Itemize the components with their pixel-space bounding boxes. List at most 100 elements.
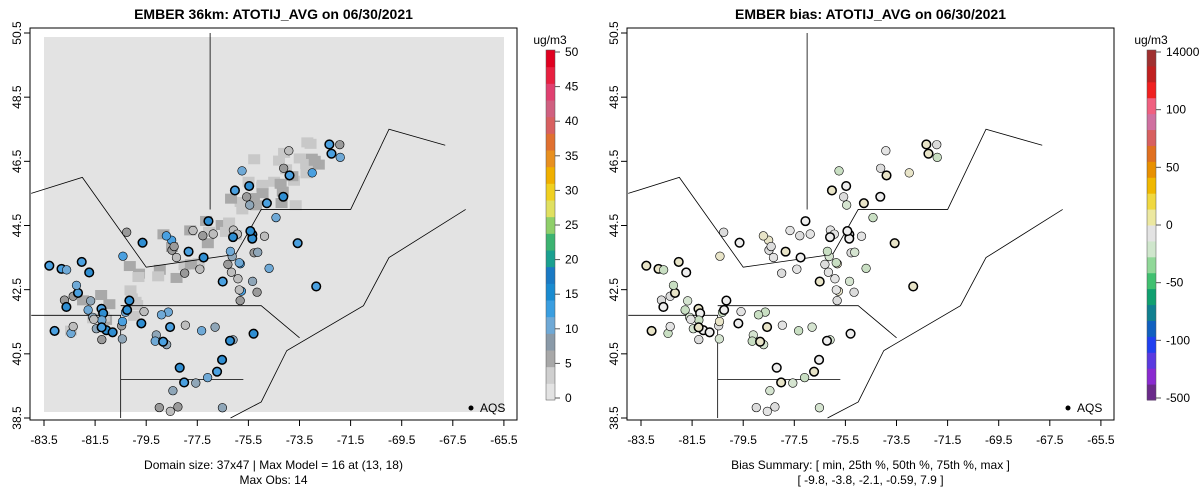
colorbar-tick-label: 35 bbox=[565, 149, 579, 163]
aqs-site-point bbox=[736, 306, 746, 317]
model-grid-cell bbox=[153, 264, 166, 275]
y-tick-label: 42.5 bbox=[10, 278, 24, 302]
model-grid-cell bbox=[276, 186, 289, 197]
x-tick-label: -83.5 bbox=[627, 433, 655, 447]
aqs-site-point bbox=[247, 276, 258, 286]
model-grid-cell bbox=[300, 158, 313, 169]
y-tick-label: 40.5 bbox=[607, 342, 621, 366]
colorbar-swatch bbox=[1147, 81, 1156, 99]
aqs-site-point bbox=[762, 322, 773, 333]
aqs-site-point bbox=[830, 274, 840, 284]
aqs-site-point bbox=[875, 191, 886, 202]
aqs-site-point bbox=[117, 316, 128, 327]
aqs-site-point bbox=[139, 306, 149, 317]
aqs-site-point bbox=[704, 327, 715, 338]
aqs-site-point bbox=[174, 362, 185, 373]
x-tick-label: -73.5 bbox=[883, 433, 911, 447]
aqs-site-point bbox=[841, 180, 852, 192]
aqs-site-point bbox=[226, 267, 237, 277]
aqs-site-point bbox=[118, 251, 128, 261]
boundary-line bbox=[628, 314, 719, 418]
aqs-site-point bbox=[217, 403, 228, 413]
aqs-site-point bbox=[849, 287, 859, 297]
model-grid-cell bbox=[278, 147, 291, 158]
aqs-site-point bbox=[171, 252, 182, 263]
y-tick-label: 48.5 bbox=[10, 85, 24, 109]
aqs-site-point bbox=[921, 139, 932, 150]
aqs-site-point bbox=[751, 402, 761, 413]
aqs-site-point bbox=[165, 406, 175, 416]
aqs-site-point bbox=[212, 366, 223, 377]
aqs-site-point bbox=[785, 225, 795, 236]
aqs-site-point bbox=[861, 263, 871, 273]
aqs-site-point bbox=[252, 287, 262, 297]
aqs-site-point bbox=[234, 258, 244, 268]
colorbar-tick-label: 100 bbox=[1166, 103, 1186, 117]
aqs-site-point bbox=[777, 268, 787, 278]
aqs-site-point bbox=[86, 296, 96, 306]
colorbar-swatch bbox=[546, 66, 555, 84]
aqs-site-point bbox=[771, 362, 782, 373]
aqs-site-point bbox=[824, 232, 836, 243]
aqs-site-point bbox=[834, 166, 844, 176]
aqs-site-point bbox=[673, 256, 684, 267]
aqs-site-point bbox=[107, 327, 118, 338]
aqs-site-point bbox=[62, 265, 72, 275]
model-grid-cell bbox=[103, 299, 116, 310]
colorbar-tick-label: 0 bbox=[1166, 218, 1173, 232]
model-grid-cell bbox=[129, 296, 142, 307]
model-grid-cell bbox=[236, 204, 249, 215]
aqs-site-point bbox=[658, 301, 669, 313]
aqs-site-point bbox=[203, 373, 213, 383]
model-grid-cell bbox=[300, 168, 313, 179]
aqs-site-point bbox=[904, 168, 914, 178]
colorbar-swatch bbox=[1147, 225, 1156, 242]
aqs-site-point bbox=[68, 321, 78, 332]
colorbar-swatch bbox=[1147, 272, 1156, 290]
legend-aqs-label: AQS bbox=[480, 401, 505, 415]
colorbar-swatch bbox=[1147, 288, 1156, 306]
colorbar-swatch bbox=[546, 366, 555, 384]
aqs-site-point bbox=[868, 213, 878, 223]
colorbar-swatch bbox=[546, 233, 555, 251]
colorbar-tick-label: -500 bbox=[1166, 391, 1190, 405]
aqs-site-point bbox=[668, 280, 679, 290]
aqs-site-point bbox=[122, 227, 132, 237]
x-tick-label: -71.5 bbox=[337, 433, 365, 447]
colorbar-tick-label: 40 bbox=[565, 114, 579, 128]
model-grid-cell bbox=[275, 198, 288, 209]
aqs-site-point bbox=[197, 326, 207, 336]
aqs-site-point bbox=[794, 326, 804, 336]
boundary-line bbox=[31, 314, 122, 418]
colorbar-tick-label: 5 bbox=[565, 356, 572, 370]
aqs-site-point bbox=[823, 267, 834, 277]
colorbar-swatch bbox=[1147, 65, 1156, 83]
y-tick-label: 48.5 bbox=[607, 85, 621, 109]
colorbar-unit: ug/m3 bbox=[1134, 33, 1168, 47]
colorbar-swatch bbox=[546, 333, 555, 351]
model-grid-cell bbox=[127, 310, 140, 321]
aqs-site-point bbox=[777, 320, 787, 330]
colorbar-tick-label: -100 bbox=[1166, 333, 1190, 347]
colorbar-swatch bbox=[546, 216, 555, 234]
colorbar-swatch bbox=[546, 200, 555, 218]
colorbar-tick-label: 14000 bbox=[1166, 45, 1200, 59]
footer-line-1: Bias Summary: [ min, 25th %, 50th %, 75t… bbox=[731, 458, 1010, 472]
aqs-site-point bbox=[832, 295, 842, 306]
colorbar-swatch bbox=[546, 283, 555, 301]
aqs-site-point bbox=[259, 231, 270, 241]
colorbar-tick-label: 25 bbox=[565, 218, 579, 232]
model-grid-cell bbox=[256, 188, 269, 199]
colorbar-swatch bbox=[1147, 193, 1156, 210]
aqs-site-point bbox=[734, 237, 745, 248]
aqs-site-point bbox=[766, 241, 776, 252]
colorbar-swatch bbox=[546, 116, 555, 134]
aqs-site-point bbox=[195, 264, 205, 274]
aqs-site-point bbox=[858, 198, 869, 209]
legend-aqs-label: AQS bbox=[1077, 401, 1102, 415]
aqs-site-point bbox=[795, 252, 806, 263]
colorbar-swatch bbox=[1147, 50, 1156, 67]
footer-line-2: Max Obs: 14 bbox=[239, 473, 307, 487]
aqs-site-point bbox=[693, 322, 704, 333]
model-grid-cell bbox=[273, 155, 286, 166]
